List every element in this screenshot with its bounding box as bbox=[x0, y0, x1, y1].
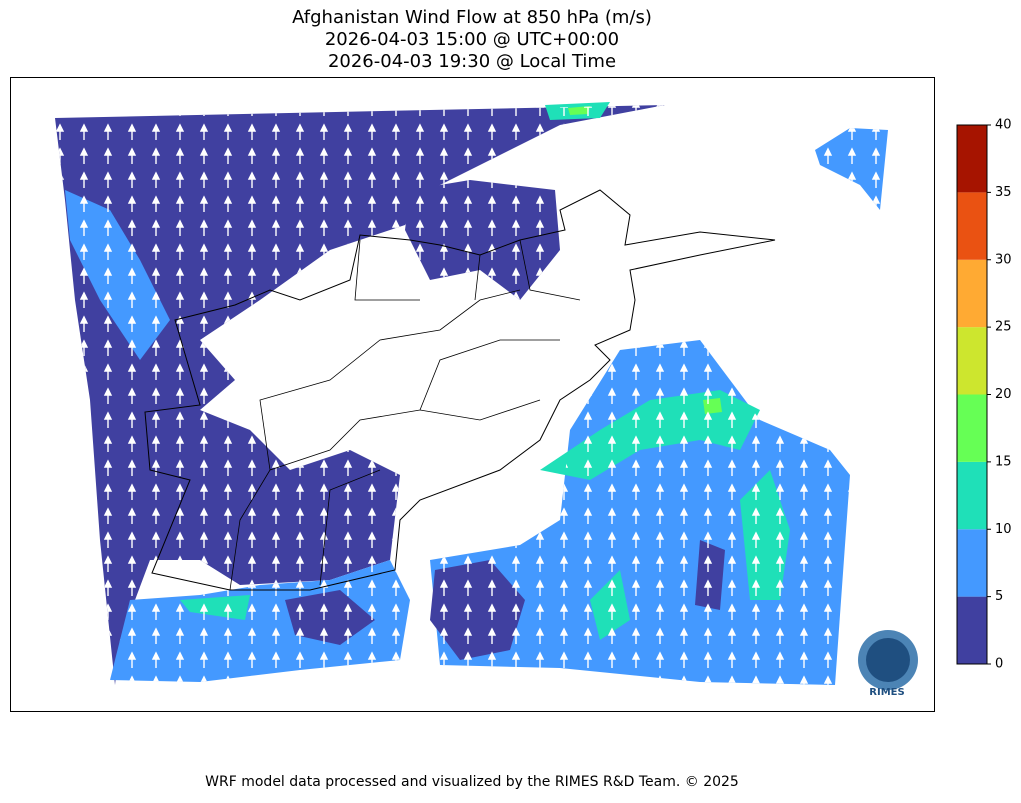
colorbar-tick-label: 5 bbox=[995, 589, 1003, 604]
colorbar-segment bbox=[957, 394, 987, 462]
map bbox=[55, 102, 888, 685]
colorbar-segment bbox=[957, 461, 987, 530]
boundaries bbox=[144, 189, 776, 591]
colorbar-tick-label: 40 bbox=[995, 118, 1012, 133]
colorbar-tick-label: 15 bbox=[995, 454, 1012, 469]
footer: WRF model data processed and visualized … bbox=[205, 774, 739, 790]
colorbar-segment bbox=[957, 596, 987, 664]
colorbar-tick-label: 10 bbox=[995, 522, 1012, 537]
colorbar-segment bbox=[957, 259, 987, 328]
colorbar-tick-label: 35 bbox=[995, 185, 1012, 200]
wind-arrows bbox=[55, 105, 888, 685]
colorbar-segment bbox=[957, 125, 987, 193]
colorbar-segment bbox=[957, 529, 987, 597]
title-line: 2026-04-03 19:30 @ Local Time bbox=[328, 51, 616, 72]
colorbar-tick-label: 0 bbox=[995, 657, 1003, 672]
logo-text: RIMES bbox=[869, 687, 904, 698]
colorbar-tick-label: 30 bbox=[995, 252, 1012, 267]
colorbar-segment bbox=[957, 192, 987, 260]
logo: RIMES bbox=[858, 630, 918, 698]
map-frame bbox=[10, 77, 935, 712]
title-line: 2026-04-03 15:00 @ UTC+00:00 bbox=[325, 29, 619, 50]
colorbar-tick-label: 25 bbox=[995, 320, 1012, 335]
colorbar: 0 5 10 15 20 25 30 35 40 bbox=[956, 118, 1012, 672]
title-line: Afghanistan Wind Flow at 850 hPa (m/s) bbox=[292, 7, 652, 28]
colorbar-tick-label: 20 bbox=[995, 387, 1012, 402]
colorbar-segment bbox=[957, 327, 987, 395]
